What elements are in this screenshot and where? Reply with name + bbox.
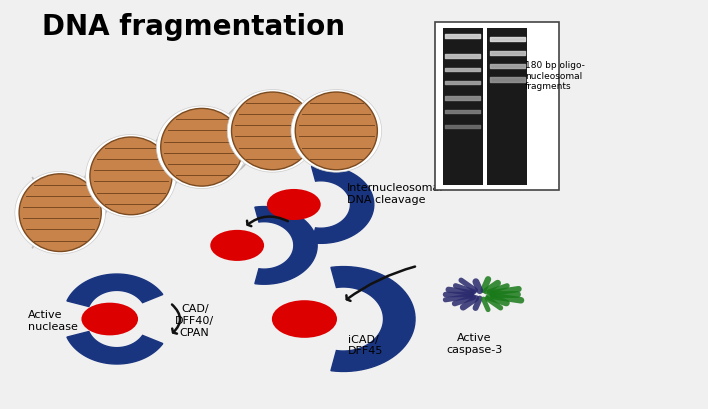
FancyBboxPatch shape [487, 27, 527, 185]
Ellipse shape [291, 90, 382, 172]
Polygon shape [255, 207, 317, 284]
Text: iCAD/
DFF45: iCAD/ DFF45 [348, 335, 384, 356]
Polygon shape [312, 166, 374, 243]
FancyBboxPatch shape [443, 27, 483, 185]
Ellipse shape [90, 137, 172, 215]
Polygon shape [331, 267, 415, 371]
Text: CAD/
DFF40/
CPAN: CAD/ DFF40/ CPAN [175, 304, 215, 338]
Ellipse shape [86, 135, 176, 217]
Ellipse shape [232, 92, 314, 170]
Text: Internucleosomal
DNA cleavage: Internucleosomal DNA cleavage [347, 184, 443, 205]
Polygon shape [67, 274, 163, 306]
Text: Active
caspase-3: Active caspase-3 [446, 333, 503, 355]
Ellipse shape [295, 92, 377, 170]
Text: 180 bp oligo-
nucleosomal
fragments: 180 bp oligo- nucleosomal fragments [525, 61, 585, 91]
Text: DNA fragmentation: DNA fragmentation [42, 13, 346, 40]
Text: Active
nuclease: Active nuclease [28, 310, 78, 332]
Circle shape [267, 189, 321, 220]
Ellipse shape [161, 108, 243, 186]
Ellipse shape [15, 171, 105, 254]
FancyBboxPatch shape [435, 22, 559, 190]
Ellipse shape [156, 106, 247, 189]
Ellipse shape [227, 90, 318, 172]
Circle shape [272, 300, 337, 338]
Circle shape [210, 230, 264, 261]
Circle shape [81, 303, 138, 335]
Ellipse shape [19, 174, 101, 252]
Polygon shape [67, 332, 163, 364]
